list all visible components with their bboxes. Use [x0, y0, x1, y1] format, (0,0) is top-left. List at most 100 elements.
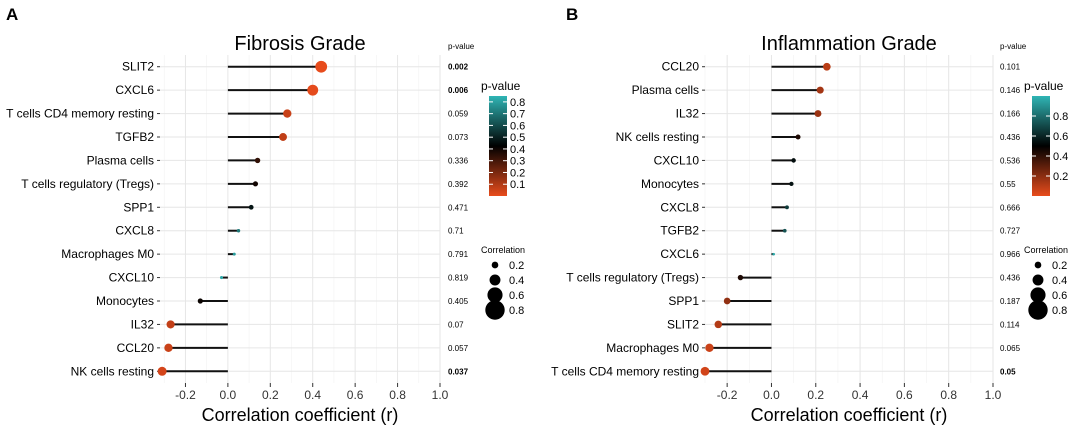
colorbar-tick-label: 0.2 [1053, 171, 1068, 183]
category-label: SLIT2 [122, 60, 154, 74]
lollipop-point [283, 109, 292, 118]
category-label: SPP1 [123, 200, 154, 214]
correlation-legend-title: Correlation [1024, 245, 1068, 255]
pvalue-colorbar [1032, 96, 1050, 196]
lollipop-point [785, 205, 789, 210]
pvalue-label: 0.536 [1000, 156, 1021, 165]
pvalue-column-header: p-value [448, 42, 475, 51]
category-label: Macrophages M0 [61, 247, 154, 261]
category-label: T cells regulatory (Tregs) [566, 271, 699, 285]
lollipop-point [219, 276, 224, 280]
x-tick-label: 0.6 [896, 388, 913, 402]
colorbar-tick-label: 0.8 [510, 97, 525, 109]
pvalue-label: 0.55 [1000, 180, 1016, 189]
pvalue-label: 0.146 [1000, 86, 1021, 95]
lollipop-point [254, 157, 261, 164]
pvalue-legend-title: p-value [1024, 79, 1064, 93]
pvalue-label: 0.436 [1000, 133, 1021, 142]
size-legend-dot [487, 287, 503, 303]
size-legend-label: 0.4 [1052, 275, 1067, 287]
colorbar-tick-label: 0.3 [510, 156, 525, 168]
x-tick-label: 0.0 [220, 388, 237, 402]
chart-title: Inflammation Grade [761, 33, 937, 55]
category-label: T cells CD4 memory resting [6, 107, 154, 121]
pvalue-label: 0.71 [448, 227, 464, 236]
lollipop-point [164, 343, 173, 353]
lollipop-point [166, 320, 175, 329]
colorbar-tick-label: 0.1 [510, 179, 525, 191]
panel-inflammation: B Inflammation Grade p-value -0.2 0.0 0.2 0.4 0… [551, 5, 1068, 425]
pvalue-label: 0.065 [1000, 344, 1021, 353]
pvalue-colorbar [489, 96, 507, 196]
pvalue-label: 0.057 [448, 344, 469, 353]
category-label: CCL20 [117, 341, 155, 355]
lollipop-point [252, 181, 259, 187]
category-label: T cells CD4 memory resting [551, 364, 699, 378]
lollipop-point [157, 366, 167, 376]
category-label: CCL20 [662, 60, 700, 74]
chart-title: Fibrosis Grade [234, 33, 365, 55]
size-legend-label: 0.8 [509, 305, 524, 317]
category-label: Monocytes [641, 177, 699, 191]
pvalue-label: 0.727 [1000, 227, 1021, 236]
x-tick-label: 0.2 [807, 388, 824, 402]
size-legend-dot [1034, 261, 1042, 269]
size-legend-label: 0.8 [1052, 305, 1067, 317]
category-label: Plasma cells [87, 153, 154, 167]
lollipop-point [236, 228, 241, 233]
x-axis-label: Correlation coefficient (r) [202, 405, 399, 425]
category-label: Monocytes [96, 294, 154, 308]
lollipop-point [772, 252, 775, 256]
pvalue-label: 0.073 [448, 133, 469, 142]
lollipop-point [822, 62, 831, 71]
category-label: NK cells resting [616, 130, 699, 144]
lollipop-point [315, 60, 328, 73]
lollipop-point [814, 110, 822, 118]
lollipop-point [714, 320, 723, 329]
pvalue-label: 0.819 [448, 274, 469, 283]
pvalue-label: 0.392 [448, 180, 469, 189]
size-legend-label: 0.6 [509, 290, 524, 302]
category-label: CXCL8 [660, 200, 699, 214]
category-label: CXCL10 [654, 153, 700, 167]
lollipop-point [795, 134, 801, 140]
colorbar-tick-label: 0.7 [510, 109, 525, 121]
category-label: TGFB2 [660, 224, 699, 238]
x-tick-label: 0.8 [389, 388, 406, 402]
category-label: Macrophages M0 [606, 341, 699, 355]
pvalue-label: 0.405 [448, 297, 469, 306]
size-legend-dot [1032, 274, 1044, 286]
lollipop-point [279, 133, 287, 141]
size-legend-dot [489, 274, 501, 286]
lollipop-point [737, 274, 744, 281]
size-legend-dot [1028, 300, 1048, 320]
category-label: SLIT2 [667, 317, 699, 331]
lollipop-point [816, 86, 824, 94]
category-label: IL32 [676, 107, 700, 121]
x-tick-label: -0.2 [175, 388, 196, 402]
x-tick-label: -0.2 [717, 388, 738, 402]
x-tick-label: 0.0 [763, 388, 780, 402]
pvalue-label: 0.059 [448, 110, 469, 119]
category-label: CXCL6 [660, 247, 699, 261]
colorbar-tick-label: 0.6 [510, 120, 525, 132]
x-tick-label: 0.4 [304, 388, 321, 402]
pvalue-label: 0.07 [448, 320, 464, 329]
pvalue-label: 0.187 [1000, 297, 1021, 306]
lollipop-point [791, 158, 796, 163]
size-legend-dot [1030, 287, 1046, 303]
pvalue-label: 0.471 [448, 203, 469, 212]
pvalue-label: 0.037 [448, 367, 469, 376]
pvalue-label: 0.002 [448, 63, 469, 72]
x-tick-label: 1.0 [432, 388, 449, 402]
pvalue-label: 0.166 [1000, 110, 1021, 119]
lollipop-point [782, 228, 787, 233]
x-tick-label: 0.2 [262, 388, 279, 402]
correlation-legend-title: Correlation [481, 245, 525, 255]
x-tick-label: 0.8 [940, 388, 957, 402]
pvalue-label: 0.006 [448, 86, 469, 95]
pvalue-label: 0.436 [1000, 274, 1021, 283]
colorbar-tick-label: 0.2 [510, 167, 525, 179]
